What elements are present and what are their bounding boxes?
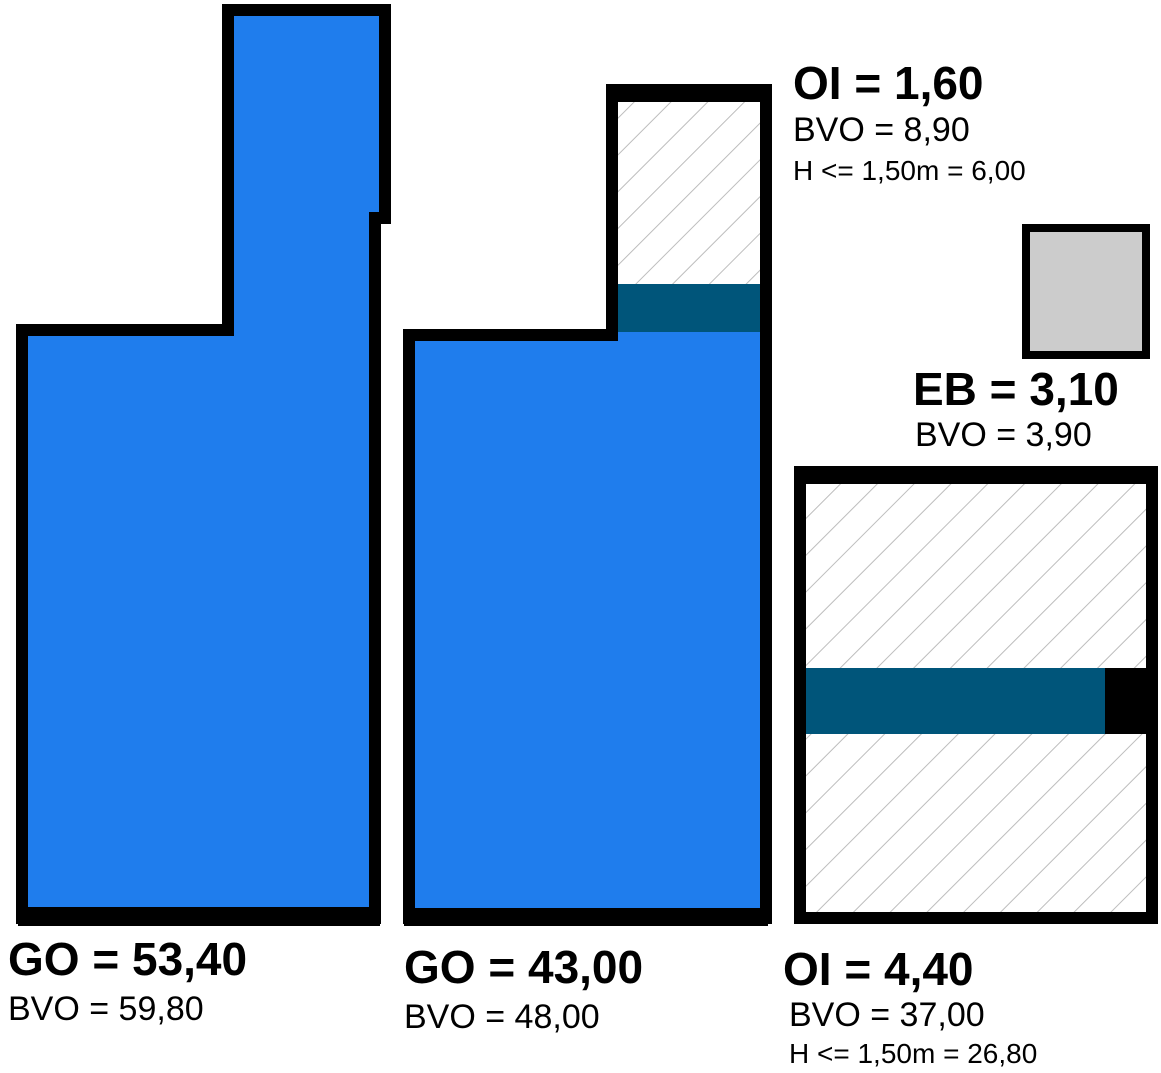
space-go-1-shape (16, 4, 391, 924)
oi-1-title: OI = 1,60 (793, 57, 984, 109)
space-go-2-bottom-edge (404, 908, 768, 926)
eb-bvo: BVO = 3,90 (915, 416, 1092, 454)
space-oi-1-hatch (612, 96, 766, 286)
space-eb (1022, 224, 1150, 359)
space-oi-2-band (802, 668, 1107, 734)
oi-2-height-note: H <= 1,50m = 26,80 (789, 1038, 1038, 1069)
go-1-title: GO = 53,40 (8, 933, 248, 985)
oi-2-bvo: BVO = 37,00 (789, 996, 985, 1034)
oi-1-bvo: BVO = 8,90 (793, 111, 970, 149)
space-go-2 (403, 84, 772, 926)
go-2-title: GO = 43,00 (404, 941, 644, 993)
eb-title: EB = 3,10 (913, 363, 1119, 415)
space-oi-1-band (612, 284, 766, 332)
space-go-2-shape (409, 332, 766, 918)
space-oi-2-dark-block (1105, 668, 1152, 734)
go-2-bvo: BVO = 48,00 (404, 998, 600, 1036)
oi-2-title: OI = 4,40 (783, 943, 974, 995)
space-go-1 (16, 4, 391, 926)
space-go-1-bottom-edge (18, 907, 380, 926)
go-1-bvo: BVO = 59,80 (8, 990, 204, 1028)
space-oi-1-top-edge (606, 84, 768, 102)
space-oi-2-top-edge (794, 466, 1158, 484)
space-oi-2 (794, 466, 1158, 924)
oi-1-height-note: H <= 1,50m = 6,00 (793, 155, 1026, 186)
